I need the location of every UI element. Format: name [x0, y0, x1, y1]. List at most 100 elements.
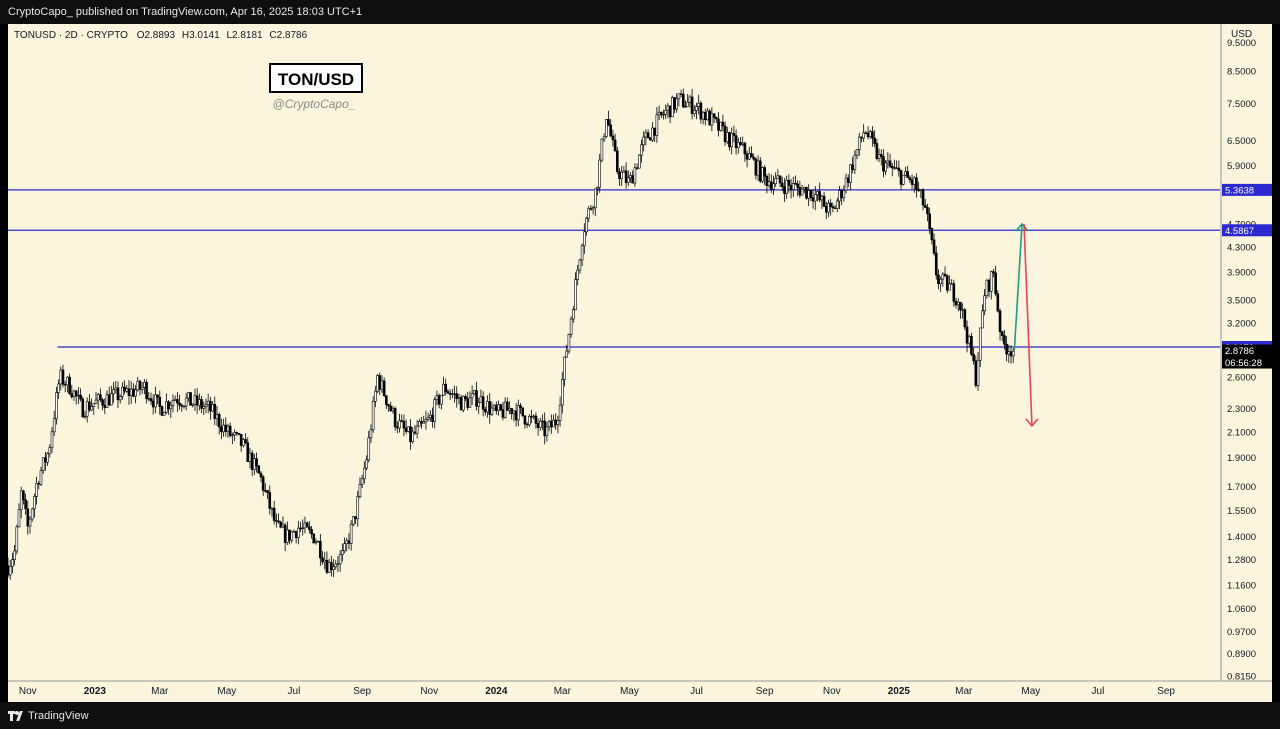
price-tick-label: 2.3000 — [1227, 404, 1256, 415]
candle-body — [226, 425, 230, 432]
chart-frame: TONUSD · 2D · CRYPTO O2.8893 H3.0141 L2.… — [6, 24, 1272, 702]
tradingview-logo-icon — [8, 711, 24, 721]
candle-body — [112, 389, 115, 395]
candle-body — [323, 559, 327, 563]
candle-body — [679, 93, 683, 95]
candle-body — [457, 396, 461, 399]
time-tick-label: 2024 — [485, 686, 508, 697]
candle-body — [440, 394, 443, 405]
candle-body — [209, 400, 212, 412]
candle-body — [989, 271, 993, 292]
candle-body — [244, 439, 247, 443]
candle-body — [1011, 350, 1015, 357]
candle-body — [580, 245, 584, 261]
candle-body — [279, 521, 283, 528]
candle-body — [182, 405, 186, 408]
candle-body — [622, 170, 626, 173]
candle-body — [44, 457, 47, 463]
candle-body — [345, 540, 349, 544]
price-tick-label: 0.8150 — [1227, 672, 1256, 683]
candle-body — [33, 496, 36, 510]
candle-body — [184, 397, 188, 407]
candle-body — [763, 167, 766, 177]
candle-body — [435, 395, 439, 400]
candle-body — [662, 114, 665, 116]
candle-body — [675, 98, 678, 110]
candle-body — [583, 231, 586, 247]
last-price-tag: 2.8786 — [1225, 346, 1254, 357]
price-tick-label: 6.5000 — [1227, 136, 1256, 147]
price-tick-label: 8.5000 — [1227, 67, 1256, 78]
candle-body — [844, 177, 848, 191]
candle-body — [978, 327, 982, 361]
price-tick-label: 1.1600 — [1227, 581, 1256, 592]
candle-body — [382, 380, 386, 397]
candle-body — [424, 419, 428, 423]
candle-body — [653, 127, 656, 136]
candle-body — [138, 380, 142, 390]
candle-body — [473, 390, 476, 394]
candle-body — [558, 404, 562, 421]
candle-body — [431, 414, 434, 422]
candle-body — [717, 118, 720, 131]
candle-body — [640, 144, 643, 156]
candle-body — [572, 309, 575, 320]
candle-body — [545, 426, 549, 437]
candle-body — [743, 142, 747, 155]
candle-body — [917, 188, 920, 192]
candle-body — [125, 388, 129, 392]
up-arrow-head — [1015, 222, 1029, 232]
price-axis-labels: 9.50008.50007.50006.50005.90004.70004.30… — [1227, 38, 1256, 683]
tradingview-logo[interactable]: TradingView — [8, 710, 89, 722]
candle-body — [116, 387, 120, 401]
candle-body — [380, 380, 384, 390]
candle-body — [257, 465, 261, 474]
candle-body — [602, 136, 606, 140]
candle-body — [246, 442, 250, 462]
candle-body — [908, 177, 912, 181]
candle-body — [994, 272, 997, 295]
candle-body — [824, 206, 828, 213]
candle-body — [805, 186, 808, 199]
candle-body — [415, 425, 419, 434]
candle-body — [787, 180, 791, 186]
candle-body — [692, 110, 696, 114]
candle-body — [912, 177, 916, 185]
candle-body — [508, 408, 511, 411]
level-tag-1-bg — [1222, 183, 1272, 196]
candle-body — [725, 132, 729, 143]
candle-body — [200, 399, 203, 409]
candle-body — [932, 239, 936, 254]
price-chart[interactable]: TONUSD · 2D · CRYPTO O2.8893 H3.0141 L2.… — [6, 24, 1272, 702]
candle-body — [750, 153, 753, 158]
level-tag-2: 4.5867 — [1225, 226, 1254, 237]
candle-body — [514, 410, 518, 421]
candle-body — [904, 171, 907, 176]
candle-body — [774, 178, 777, 185]
candle-body — [501, 409, 505, 418]
candle-body — [521, 407, 525, 417]
candle-body — [211, 404, 214, 412]
candle-body — [198, 399, 201, 406]
candle-body — [772, 183, 775, 190]
candle-body — [721, 121, 725, 127]
candle-body — [609, 124, 613, 137]
candle-body — [202, 406, 206, 409]
price-tick-label: 2.1000 — [1227, 427, 1256, 438]
candle-body — [677, 93, 681, 100]
candle-body — [926, 207, 929, 215]
candle-body — [400, 420, 404, 422]
price-tick-label: 1.7000 — [1227, 482, 1256, 493]
candle-body — [670, 97, 674, 118]
candle-body — [455, 393, 459, 399]
candle-body — [70, 393, 74, 398]
candles — [6, 88, 1015, 580]
candle-body — [365, 459, 368, 469]
candle-body — [222, 424, 225, 433]
candle-body — [967, 336, 971, 344]
candle-body — [596, 187, 599, 190]
candle-body — [477, 402, 481, 407]
candle-body — [299, 527, 302, 530]
candle-body — [851, 164, 854, 170]
candle-body — [668, 105, 672, 118]
